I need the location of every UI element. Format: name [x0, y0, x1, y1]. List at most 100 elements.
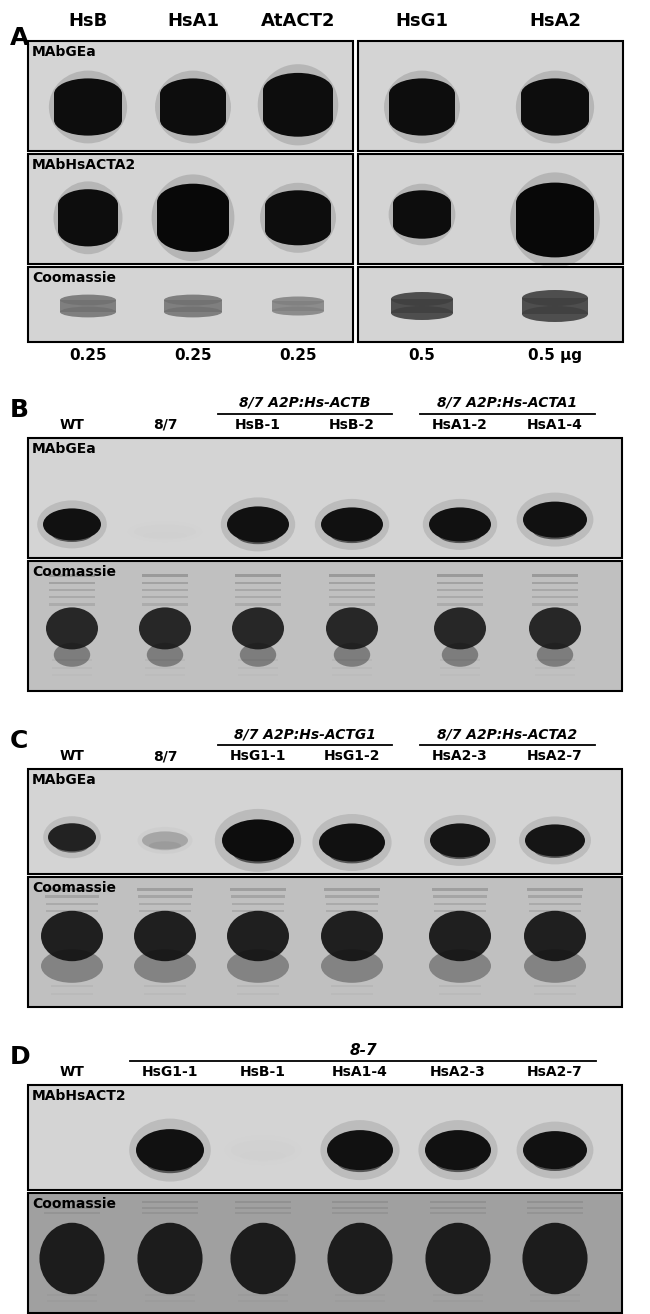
- Bar: [326, 903, 378, 904]
- Ellipse shape: [146, 1152, 194, 1173]
- Bar: [58, 205, 118, 231]
- Ellipse shape: [134, 949, 196, 983]
- Ellipse shape: [422, 499, 497, 549]
- Text: Coomassie: Coomassie: [32, 565, 116, 579]
- Bar: [49, 582, 96, 583]
- Bar: [433, 1294, 483, 1296]
- Text: HsG1-1: HsG1-1: [229, 749, 286, 763]
- Bar: [49, 589, 96, 591]
- Ellipse shape: [313, 813, 391, 871]
- Ellipse shape: [233, 842, 283, 863]
- Bar: [432, 888, 488, 891]
- Ellipse shape: [43, 816, 101, 858]
- Bar: [332, 668, 372, 669]
- Ellipse shape: [41, 949, 103, 983]
- Text: 8/7 A2P:Hs-ACTA1: 8/7 A2P:Hs-ACTA1: [437, 396, 577, 410]
- Ellipse shape: [438, 526, 482, 543]
- Ellipse shape: [523, 1223, 588, 1294]
- Ellipse shape: [260, 183, 336, 252]
- Bar: [335, 1301, 385, 1302]
- Ellipse shape: [321, 911, 383, 962]
- Bar: [326, 909, 378, 912]
- Ellipse shape: [391, 292, 453, 306]
- Bar: [272, 301, 324, 311]
- Ellipse shape: [435, 1152, 481, 1172]
- Bar: [49, 597, 96, 598]
- Bar: [238, 1301, 288, 1302]
- Text: WT: WT: [60, 749, 84, 763]
- Bar: [527, 1201, 583, 1204]
- Bar: [527, 1213, 583, 1214]
- Text: MAbHsACT2: MAbHsACT2: [32, 1089, 127, 1102]
- Bar: [389, 95, 455, 120]
- Text: MAbHsACTA2: MAbHsACTA2: [32, 158, 136, 172]
- Text: MAbGEa: MAbGEa: [32, 45, 97, 59]
- Ellipse shape: [429, 911, 491, 962]
- Bar: [52, 658, 92, 661]
- Bar: [530, 1301, 580, 1302]
- Ellipse shape: [434, 607, 486, 649]
- Bar: [437, 603, 484, 606]
- Ellipse shape: [263, 72, 333, 108]
- Bar: [393, 204, 451, 226]
- Bar: [237, 976, 279, 979]
- Bar: [329, 603, 376, 606]
- Bar: [164, 300, 222, 311]
- Bar: [233, 909, 283, 912]
- Bar: [430, 1213, 486, 1214]
- Text: HsA2-7: HsA2-7: [527, 1066, 583, 1079]
- Bar: [52, 674, 92, 677]
- Ellipse shape: [321, 507, 383, 541]
- Bar: [235, 603, 281, 606]
- Bar: [44, 1206, 100, 1209]
- Bar: [521, 95, 589, 120]
- Text: MAbGEa: MAbGEa: [32, 442, 97, 456]
- Bar: [235, 589, 281, 591]
- Bar: [28, 876, 622, 1007]
- Bar: [329, 597, 376, 598]
- Ellipse shape: [157, 184, 229, 221]
- Ellipse shape: [319, 824, 385, 862]
- Ellipse shape: [60, 306, 116, 318]
- Bar: [239, 658, 278, 661]
- Bar: [47, 1301, 97, 1302]
- Ellipse shape: [521, 79, 589, 109]
- Ellipse shape: [537, 643, 573, 666]
- Text: C: C: [10, 729, 29, 753]
- Bar: [142, 574, 188, 577]
- Ellipse shape: [517, 1122, 593, 1179]
- Bar: [28, 1085, 622, 1190]
- Ellipse shape: [232, 607, 284, 649]
- Bar: [237, 986, 279, 987]
- Text: WT: WT: [60, 418, 84, 432]
- Ellipse shape: [157, 214, 229, 252]
- Ellipse shape: [263, 102, 333, 137]
- Text: 8/7 A2P:Hs-ACTB: 8/7 A2P:Hs-ACTB: [239, 396, 370, 410]
- Bar: [332, 658, 372, 661]
- Text: Coomassie: Coomassie: [32, 1197, 116, 1212]
- Bar: [532, 603, 578, 606]
- Bar: [238, 1294, 288, 1296]
- Bar: [331, 976, 373, 979]
- Text: HsA1: HsA1: [167, 12, 219, 30]
- Ellipse shape: [231, 1223, 296, 1294]
- Bar: [532, 582, 578, 583]
- Ellipse shape: [41, 911, 103, 962]
- Bar: [534, 976, 576, 979]
- Bar: [430, 1201, 486, 1204]
- Bar: [142, 582, 188, 583]
- Bar: [516, 202, 594, 237]
- Ellipse shape: [384, 71, 460, 143]
- Bar: [235, 1206, 291, 1209]
- Bar: [145, 658, 185, 661]
- Bar: [52, 668, 92, 669]
- Ellipse shape: [53, 181, 122, 254]
- Bar: [145, 668, 185, 669]
- Text: 0.25: 0.25: [280, 348, 317, 363]
- Text: MAbGEa: MAbGEa: [32, 773, 97, 787]
- Bar: [331, 986, 373, 987]
- Text: HsA2-3: HsA2-3: [430, 1066, 486, 1079]
- Bar: [157, 202, 229, 234]
- Bar: [235, 597, 281, 598]
- Bar: [265, 205, 331, 230]
